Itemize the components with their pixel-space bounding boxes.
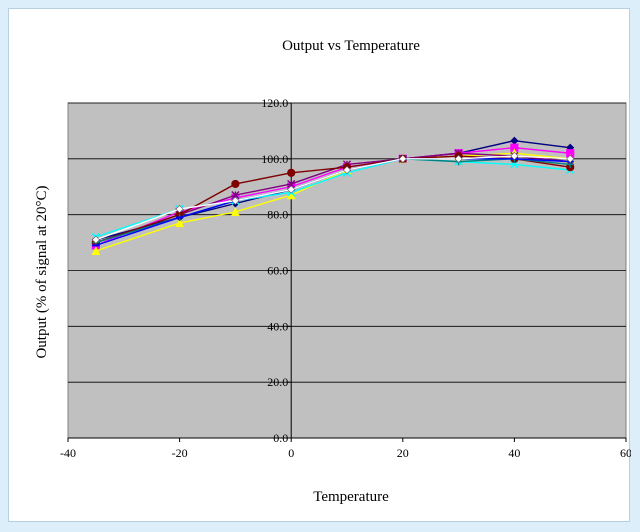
data-point [230,207,240,216]
x-tick-label: -40 [60,446,76,460]
y-tick-label: 0.0 [273,431,288,445]
data-point [91,235,100,244]
y-tick-label: 60.0 [267,264,288,278]
y-tick-label: 100.0 [261,152,288,166]
data-point [287,168,296,177]
x-tick-label: 40 [508,446,520,460]
data-point [287,185,296,194]
x-tick-label: -20 [172,446,188,460]
tick-labels: -40 -20 0 20 40 60 0.0 20.0 40.0 60.0 80.0 100.0 120… [60,96,631,460]
chart-frame: Output vs Temperature -40 -20 0 20 40 60 0.0 20… [8,8,631,522]
chart-svg: Output vs Temperature -40 -20 0 20 40 60 0.0 20… [34,38,631,505]
data-point [342,165,352,175]
data-point [231,196,240,205]
y-tick-label: 40.0 [267,319,288,333]
x-axis-label: Temperature [313,489,389,505]
data-point [398,154,407,163]
data-point [175,218,185,228]
axes [67,102,627,442]
gridlines [68,102,626,383]
data-point [175,205,184,214]
data-point [91,246,101,256]
data-point [231,179,240,189]
y-tick-label: 20.0 [267,375,288,389]
series-group [91,136,575,256]
series-9 [91,152,575,244]
y-axis-label: Output (% of signal at 20°C) [34,185,50,358]
chart-title: Output vs Temperature [282,38,420,54]
data-point [566,154,575,163]
data-point [510,152,519,161]
y-tick-label: 80.0 [267,208,288,222]
x-tick-label: 60 [620,446,631,460]
x-tick-label: 20 [397,446,409,460]
x-tick-label: 0 [288,446,294,460]
y-tick-label: 120.0 [261,96,288,110]
data-point [454,154,463,163]
